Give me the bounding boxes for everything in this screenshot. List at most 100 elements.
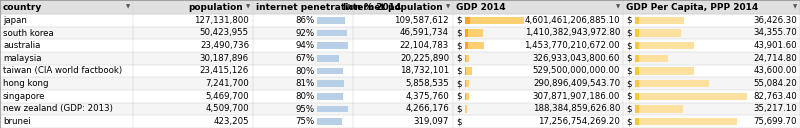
Text: japan: japan [3,16,27,25]
Bar [465,17,525,24]
Text: australia: australia [3,41,40,50]
Text: 7,241,700: 7,241,700 [206,79,249,88]
Bar [635,29,682,37]
Text: 529,500,000,000.00: 529,500,000,000.00 [533,67,620,76]
Text: 188,384,859,626.80: 188,384,859,626.80 [533,104,620,114]
Text: $: $ [456,92,462,101]
Bar [465,42,468,49]
Bar [635,80,710,87]
Bar [0,65,800,77]
Bar [317,30,347,36]
Text: GDP 2014: GDP 2014 [456,3,506,12]
Text: $: $ [456,29,462,38]
Bar [465,29,468,37]
Text: $: $ [626,104,631,114]
Text: ▼: ▼ [346,4,350,9]
Bar [0,52,800,65]
Bar [465,17,470,24]
Bar [317,118,342,125]
Bar [635,105,639,113]
Text: 319,097: 319,097 [414,117,449,126]
Bar [635,105,682,113]
Bar [317,55,339,62]
Bar [317,42,348,49]
Bar [635,118,738,125]
Text: $: $ [626,117,631,126]
Text: 23,490,736: 23,490,736 [200,41,249,50]
Bar [465,29,483,37]
Text: 1,410,382,943,972.80: 1,410,382,943,972.80 [525,29,620,38]
Bar [465,42,484,49]
Bar [635,118,639,125]
Bar [635,80,639,87]
Bar [635,29,639,37]
Text: 43,901.60: 43,901.60 [754,41,797,50]
Bar [635,67,694,75]
Text: $: $ [456,16,462,25]
Text: 20,225,890: 20,225,890 [400,54,449,63]
Text: $: $ [456,54,462,63]
Text: 18,732,101: 18,732,101 [400,67,449,76]
Text: 80%: 80% [296,92,315,101]
Text: 75%: 75% [296,117,315,126]
Bar [635,55,669,62]
Text: 81%: 81% [296,79,315,88]
Bar [317,67,343,74]
Bar [635,93,747,100]
Text: $: $ [626,79,631,88]
Text: 55,084.20: 55,084.20 [754,79,797,88]
Text: 17,256,754,269.20: 17,256,754,269.20 [538,117,620,126]
Text: new zealand (GDP: 2013): new zealand (GDP: 2013) [3,104,113,114]
Text: malaysia: malaysia [3,54,42,63]
Text: country: country [3,3,42,12]
Bar [465,93,469,100]
Text: 34,355.70: 34,355.70 [754,29,797,38]
Text: south korea: south korea [3,29,54,38]
Bar [635,42,639,49]
Bar [0,115,800,128]
Text: 109,587,612: 109,587,612 [394,16,449,25]
Text: 36,426.30: 36,426.30 [754,16,797,25]
Text: 43,600.00: 43,600.00 [754,67,797,76]
Text: brunei: brunei [3,117,30,126]
Text: 30,187,896: 30,187,896 [200,54,249,63]
Text: 5,469,700: 5,469,700 [206,92,249,101]
Text: $: $ [456,41,462,50]
Text: $: $ [456,104,462,114]
Text: 4,375,760: 4,375,760 [406,92,449,101]
Text: 67%: 67% [296,54,315,63]
Text: 4,601,461,206,885.10: 4,601,461,206,885.10 [524,16,620,25]
Text: ▼: ▼ [793,4,797,9]
Bar [465,80,469,87]
Bar [0,0,800,14]
Bar [635,17,684,24]
Bar [317,17,346,24]
Text: $: $ [626,54,631,63]
Text: 4,509,700: 4,509,700 [206,104,249,114]
Bar [0,90,800,103]
Text: $: $ [626,67,631,76]
Text: GDP Per Capita, PPP 2014: GDP Per Capita, PPP 2014 [626,3,758,12]
Bar [317,80,344,87]
Text: taiwan (CIA world factbook): taiwan (CIA world factbook) [3,67,122,76]
Text: 1,453,770,210,672.00: 1,453,770,210,672.00 [524,41,620,50]
Text: internet penetration % 2014: internet penetration % 2014 [256,3,402,12]
Bar [465,55,470,62]
Text: $: $ [626,29,631,38]
Text: $: $ [626,41,631,50]
Text: ▼: ▼ [616,4,620,9]
Text: 46,591,734: 46,591,734 [400,29,449,38]
Text: 50,423,955: 50,423,955 [200,29,249,38]
Bar [0,27,800,39]
Text: 4,266,176: 4,266,176 [406,104,449,114]
Bar [317,105,348,113]
Text: 35,217.10: 35,217.10 [754,104,797,114]
Text: 75,699.70: 75,699.70 [754,117,797,126]
Text: $: $ [456,117,462,126]
Bar [635,55,639,62]
Text: 92%: 92% [296,29,315,38]
Bar [635,67,639,75]
Bar [635,17,639,24]
Bar [465,105,467,113]
Bar [0,39,800,52]
